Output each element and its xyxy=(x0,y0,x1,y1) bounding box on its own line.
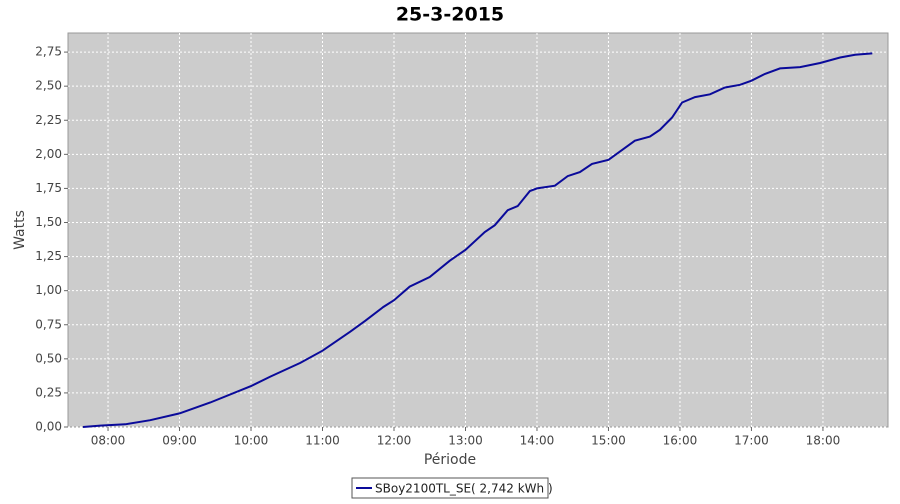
y-tick-label: 2,75 xyxy=(35,45,62,59)
plot-area xyxy=(67,32,889,428)
x-axis-label: Période xyxy=(424,452,476,468)
y-tick-label: 0,25 xyxy=(35,385,62,399)
x-tick-label: 08:00 xyxy=(91,434,126,448)
chart-title: 25-3-2015 xyxy=(396,4,504,26)
x-tick-label: 09:00 xyxy=(162,434,197,448)
y-axis-label: Watts xyxy=(12,210,28,250)
y-tick-label: 0,00 xyxy=(35,420,62,434)
x-tick-label: 10:00 xyxy=(234,434,269,448)
x-tick-label: 17:00 xyxy=(734,434,769,448)
x-tick-label: 14:00 xyxy=(520,434,555,448)
x-tick-label: 13:00 xyxy=(448,434,483,448)
x-tick-label: 12:00 xyxy=(377,434,412,448)
x-tick-label: 15:00 xyxy=(591,434,626,448)
y-tick-label: 2,50 xyxy=(35,79,62,93)
data-line xyxy=(82,52,873,428)
y-tick-label: 1,50 xyxy=(35,215,62,229)
x-tick-label: 11:00 xyxy=(305,434,340,448)
y-tick-label: 1,00 xyxy=(35,283,62,297)
legend-box xyxy=(351,477,549,499)
y-tick-label: 0,75 xyxy=(35,317,62,331)
legend-label: SBoy2100TL_SE( 2,742 kWh ) xyxy=(375,482,553,496)
y-tick-label: 2,25 xyxy=(35,113,62,127)
y-tick-label: 1,25 xyxy=(35,249,62,263)
x-tick-label: 18:00 xyxy=(806,434,841,448)
legend: SBoy2100TL_SE( 2,742 kWh ) xyxy=(351,477,553,499)
y-tick-label: 0,50 xyxy=(35,351,62,365)
y-tick-label: 2,00 xyxy=(35,147,62,161)
y-tick-label: 1,75 xyxy=(35,181,62,195)
x-tick-label: 16:00 xyxy=(663,434,698,448)
